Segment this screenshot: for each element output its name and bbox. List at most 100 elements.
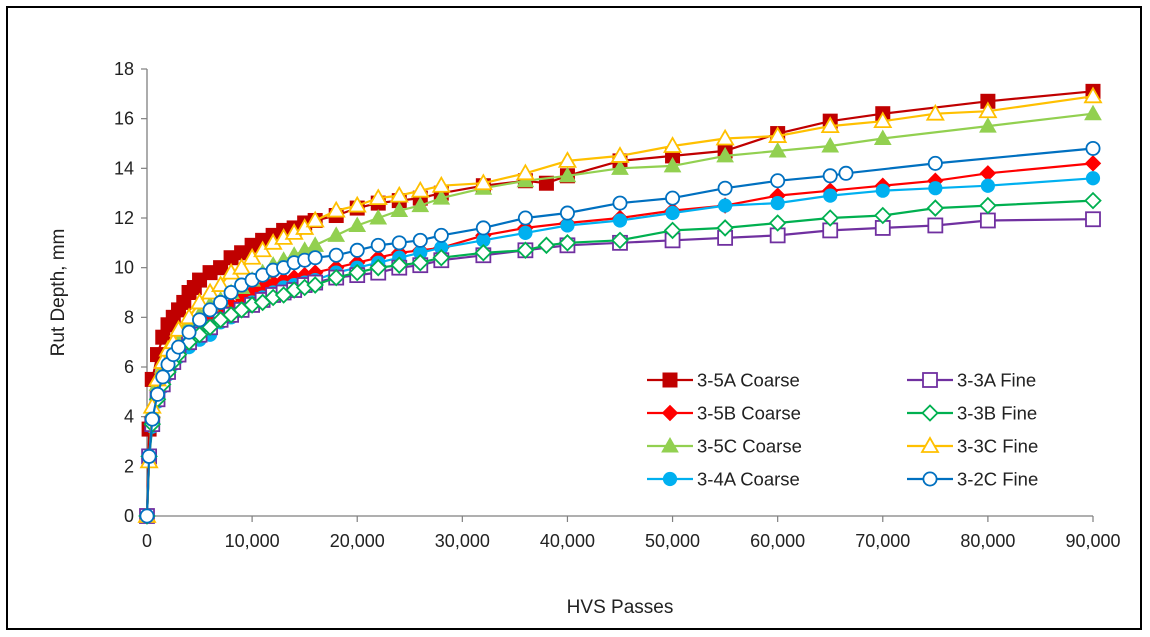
data-point xyxy=(820,116,840,134)
x-axis-title: HVS Passes xyxy=(567,597,674,618)
data-point xyxy=(610,146,630,163)
series-3-5c-coarse xyxy=(138,104,1102,523)
data-point xyxy=(155,369,171,385)
data-point xyxy=(369,208,388,225)
data-point xyxy=(432,248,451,267)
data-point xyxy=(612,195,628,211)
data-point xyxy=(433,227,449,243)
legend-item: 3-5C Coarse xyxy=(647,436,802,457)
data-point xyxy=(141,448,157,464)
y-tick-label: 10 xyxy=(114,258,134,278)
series-3-3c-fine xyxy=(137,86,1103,523)
data-point xyxy=(370,237,386,253)
data-point xyxy=(348,216,367,232)
data-point xyxy=(1085,140,1101,156)
data-point xyxy=(873,129,892,146)
data-point xyxy=(190,292,210,310)
data-point xyxy=(1085,171,1101,186)
data-point xyxy=(718,198,733,213)
legend-item: 3-5A Coarse xyxy=(647,370,800,391)
data-point xyxy=(144,411,160,427)
y-tick-label: 2 xyxy=(124,456,134,476)
data-point xyxy=(537,236,556,255)
legend-marker xyxy=(662,372,678,388)
x-tick-label: 0 xyxy=(142,531,152,551)
data-point xyxy=(925,103,945,121)
data-point xyxy=(611,231,629,250)
data-point xyxy=(306,276,324,294)
data-point xyxy=(665,190,681,206)
data-point xyxy=(390,201,409,218)
legend: 3-5A Coarse 3-5B Coarse 3-5C Coarse 3-4A Co… xyxy=(647,370,1038,490)
data-point xyxy=(770,196,785,211)
legend-marker xyxy=(922,372,938,388)
y-tick-label: 8 xyxy=(124,307,134,327)
y-tick-label: 18 xyxy=(114,59,134,79)
data-point xyxy=(328,247,344,263)
data-point xyxy=(347,195,367,213)
data-point xyxy=(716,146,734,163)
data-point xyxy=(368,188,388,206)
data-point xyxy=(473,173,493,191)
data-point xyxy=(978,101,998,119)
data-point xyxy=(327,268,345,287)
data-point xyxy=(349,242,365,258)
legend-marker xyxy=(921,404,939,422)
data-point xyxy=(306,236,325,252)
data-point xyxy=(181,324,197,340)
data-point xyxy=(327,226,346,242)
y-tick-label: 6 xyxy=(124,357,134,377)
y-tick-label: 14 xyxy=(114,158,134,178)
data-point xyxy=(411,196,430,213)
x-tick-label: 30,000 xyxy=(435,531,490,551)
data-point xyxy=(821,209,839,227)
data-point xyxy=(928,181,943,196)
legend-label: 3-3C Fine xyxy=(957,436,1038,457)
legend-label: 3-4A Coarse xyxy=(697,469,800,490)
x-tick-label: 20,000 xyxy=(330,531,385,551)
x-tick-label: 40,000 xyxy=(540,531,595,551)
data-point xyxy=(389,185,409,203)
data-point xyxy=(390,256,409,274)
data-point xyxy=(838,165,854,181)
x-tick-label: 10,000 xyxy=(225,531,280,551)
data-point xyxy=(150,386,166,402)
data-point xyxy=(663,136,683,153)
data-point xyxy=(823,188,838,203)
data-point xyxy=(431,175,451,193)
data-point xyxy=(979,117,997,133)
data-point xyxy=(517,210,533,226)
data-point xyxy=(768,126,788,143)
legend-item: 3-4A Coarse xyxy=(647,469,800,490)
legend-item: 3-2C Fine xyxy=(907,469,1038,490)
data-point xyxy=(612,213,628,228)
data-point xyxy=(432,189,451,205)
x-tick-label: 80,000 xyxy=(960,531,1015,551)
data-point xyxy=(326,200,346,218)
data-point xyxy=(980,178,995,193)
legend-item: 3-3B Fine xyxy=(907,403,1037,424)
legend-marker xyxy=(661,404,679,422)
data-point xyxy=(874,206,892,225)
legend-label: 3-3A Fine xyxy=(957,370,1036,391)
x-tick-label: 90,000 xyxy=(1065,531,1120,551)
data-point xyxy=(768,141,787,158)
x-tick-label: 70,000 xyxy=(855,531,910,551)
data-point xyxy=(348,263,366,282)
data-point xyxy=(1085,211,1101,228)
data-point xyxy=(202,302,218,318)
data-point xyxy=(873,111,893,129)
data-point xyxy=(369,258,388,277)
legend-label: 3-2C Fine xyxy=(957,469,1038,490)
data-point xyxy=(1084,155,1102,172)
y-axis-title: Rut Depth, mm xyxy=(48,229,69,357)
data-point xyxy=(557,151,577,168)
series-3-2c-fine xyxy=(139,140,1101,524)
data-point xyxy=(979,165,997,182)
data-point xyxy=(305,210,325,228)
legend-label: 3-5C Coarse xyxy=(697,436,802,457)
legend-marker xyxy=(661,436,679,453)
data-point xyxy=(1084,191,1102,210)
data-point xyxy=(822,168,838,184)
